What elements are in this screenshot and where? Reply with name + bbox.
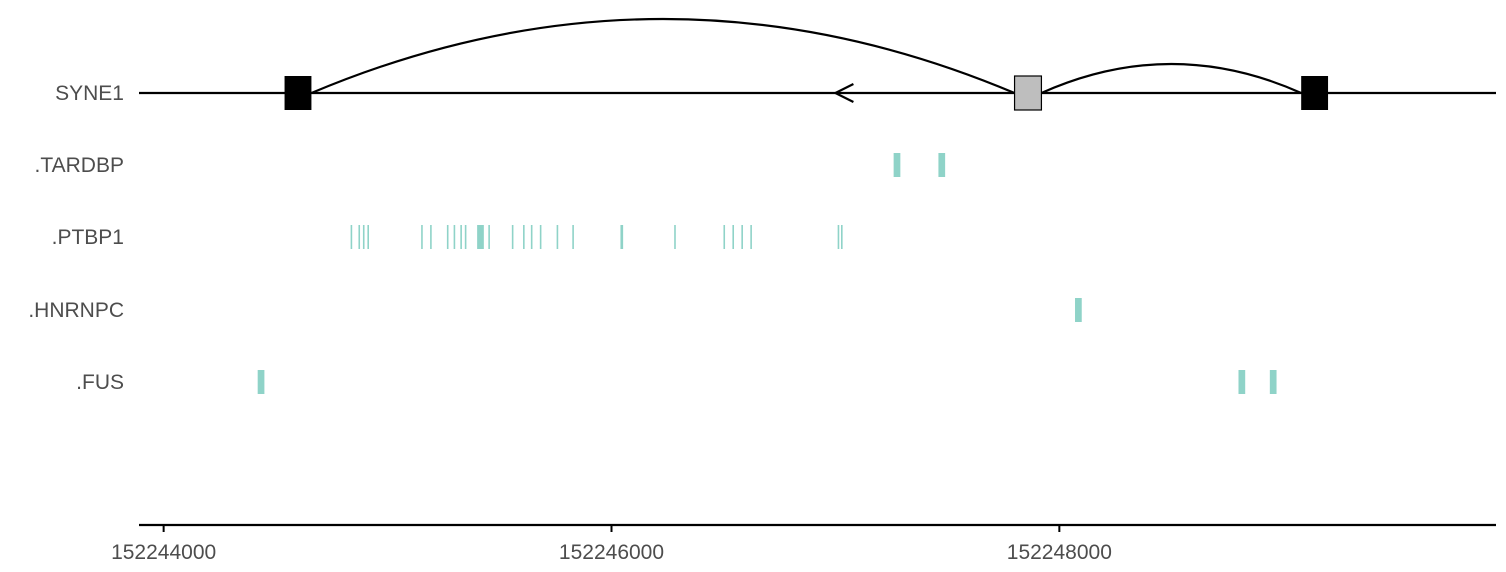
binding-site [460, 225, 462, 249]
binding-site [741, 225, 743, 249]
flanking-exon-1 [284, 76, 312, 110]
binding-site [453, 225, 456, 249]
binding-site [841, 225, 843, 249]
binding-site [1238, 370, 1246, 394]
binding-track-ptbp1 [350, 225, 843, 249]
binding-site [750, 225, 752, 249]
strand-arrow [832, 83, 854, 103]
binding-track-fus [257, 370, 1277, 394]
binding-site [358, 225, 361, 249]
x-tick-label: 152248000 [1007, 541, 1112, 564]
track-labels: SYNE1 .TARDBP .PTBP1 .HNRNPC .FUS [28, 82, 124, 394]
binding-site [421, 225, 423, 249]
binding-site-tracks [257, 153, 1277, 394]
binding-site [362, 225, 365, 249]
binding-site [464, 225, 467, 249]
binding-site [572, 225, 574, 249]
binding-site [530, 225, 533, 249]
binding-track-hnrnpc [1075, 298, 1082, 322]
binding-site [539, 225, 542, 249]
gene-track [139, 17, 1496, 111]
binding-track-tardbp [893, 153, 946, 177]
junction-arc-1 [310, 17, 1015, 95]
track-label-tardbp: .TARDBP [35, 154, 124, 177]
track-label-ptbp1: .PTBP1 [52, 226, 124, 249]
binding-site [938, 153, 946, 177]
binding-site [1269, 370, 1277, 394]
binding-site [511, 225, 514, 249]
x-tick-label: 152244000 [111, 541, 216, 564]
binding-site [523, 225, 525, 249]
binding-site [367, 225, 370, 249]
x-axis: 152244000 152246000 152248000 [111, 523, 1496, 564]
binding-site [430, 225, 432, 249]
flanking-exon-3 [1301, 76, 1329, 110]
binding-site [350, 225, 353, 249]
binding-site [723, 225, 726, 249]
x-tick-label: 152246000 [559, 541, 664, 564]
binding-site [732, 225, 735, 249]
binding-site [257, 370, 265, 394]
binding-site [1075, 298, 1082, 322]
binding-site [620, 225, 624, 249]
alternative-exon-2 [1013, 75, 1043, 111]
track-label-fus: .FUS [76, 371, 124, 394]
track-label-syne1: SYNE1 [55, 82, 124, 105]
binding-site [446, 225, 449, 249]
binding-site [893, 153, 901, 177]
binding-site [488, 225, 490, 249]
binding-site [837, 225, 840, 249]
binding-site [477, 225, 484, 249]
binding-site [674, 225, 676, 249]
junction-arc-2 [1040, 63, 1302, 95]
track-label-hnrnpc: .HNRNPC [28, 299, 124, 322]
binding-site [556, 225, 559, 249]
